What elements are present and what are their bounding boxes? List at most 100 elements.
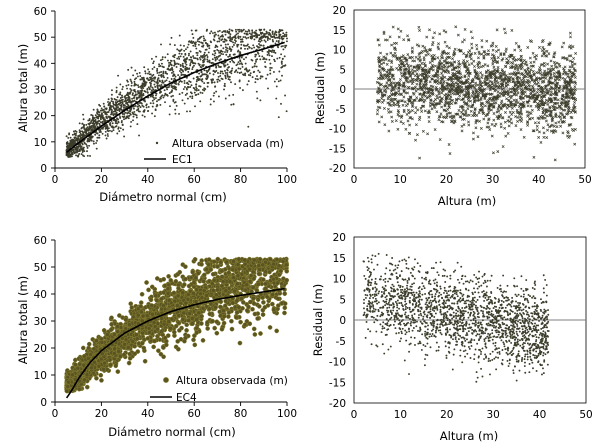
top-right-point	[387, 95, 391, 99]
top-left-point	[185, 48, 187, 51]
top-left-point	[280, 45, 283, 48]
top-left-point	[170, 95, 173, 98]
top-left-point	[109, 101, 111, 104]
top-left-point	[92, 120, 95, 123]
top-left-point	[75, 154, 78, 157]
top-left-point	[101, 120, 104, 123]
top-right-point	[508, 110, 512, 114]
top-left-point	[92, 108, 95, 111]
top-left-point	[107, 104, 110, 107]
top-left-point	[123, 106, 125, 109]
top-right-point	[470, 42, 474, 46]
top-left-point	[170, 84, 173, 86]
top-left-point	[129, 101, 132, 104]
top-left-point	[121, 88, 124, 91]
top-left-point	[181, 64, 184, 67]
top-left-point	[266, 39, 269, 41]
top-left-point	[83, 150, 86, 153]
top-left-point	[249, 35, 252, 38]
top-right-point	[435, 94, 439, 98]
top-left-point	[100, 114, 103, 117]
top-left-point	[155, 55, 158, 58]
top-left-point	[223, 84, 226, 87]
top-left-point	[105, 137, 108, 140]
top-left-point	[238, 72, 241, 74]
top-left-point	[281, 37, 283, 40]
top-left-point	[170, 64, 173, 67]
top-left-point	[183, 58, 186, 61]
top-left-point	[207, 51, 210, 54]
top-right-point	[535, 128, 539, 132]
top-right-point	[383, 123, 387, 127]
top-right-point	[467, 99, 471, 103]
top-left-point	[224, 69, 226, 72]
top-left-point	[281, 74, 283, 77]
top-left-point	[269, 66, 272, 69]
top-left-point	[217, 34, 220, 37]
top-left-point	[220, 50, 222, 53]
top-right-point	[522, 100, 526, 104]
top-right-point	[467, 74, 471, 78]
top-left-point	[189, 81, 192, 83]
top-right-point	[490, 92, 494, 96]
top-left-point	[237, 28, 239, 31]
top-left-point	[262, 33, 265, 35]
top-left-point	[201, 78, 204, 81]
top-left-point	[179, 80, 182, 82]
top-left-point	[246, 43, 249, 46]
top-right-x-axis-label: Altura (m)	[438, 194, 496, 208]
top-left-point	[276, 57, 279, 60]
top-left-point	[218, 29, 221, 32]
top-left-point	[283, 33, 286, 36]
top-left-point	[171, 94, 174, 97]
top-left-point	[121, 124, 124, 127]
top-left-point	[215, 56, 218, 59]
top-left-point	[94, 133, 97, 136]
top-left-point	[78, 148, 81, 151]
top-left-point	[115, 89, 118, 92]
top-left-point	[180, 80, 183, 83]
top-left-point	[286, 37, 288, 40]
top-left-point	[133, 84, 136, 87]
top-right-point	[474, 121, 478, 125]
top-right-point	[526, 45, 530, 49]
top-left-point	[191, 66, 194, 69]
top-right-residual-points	[375, 25, 578, 162]
top-right-point	[377, 77, 380, 81]
top-left-point	[196, 51, 199, 54]
top-left-point	[194, 62, 197, 65]
top-right-point	[415, 96, 419, 100]
top-left-point	[220, 77, 223, 80]
top-left-point	[88, 117, 91, 120]
top-left-point	[205, 73, 208, 76]
top-left-point	[217, 55, 220, 58]
top-left-point	[208, 72, 211, 75]
top-left-point	[258, 55, 261, 58]
top-right-point	[417, 25, 421, 29]
top-right-x-tick-label: 40	[532, 174, 545, 186]
top-right-point	[572, 56, 576, 60]
top-right-point	[523, 90, 527, 94]
top-right-point	[453, 92, 457, 96]
top-left-point	[137, 84, 139, 87]
top-left-point	[149, 84, 152, 87]
top-left-point	[116, 117, 118, 120]
top-left-point	[142, 80, 145, 83]
top-left-point	[224, 74, 227, 77]
top-right-point	[403, 100, 407, 104]
top-left-point	[209, 32, 212, 35]
top-left-point	[213, 50, 216, 52]
top-left-point	[119, 115, 121, 118]
top-left-point	[246, 83, 249, 86]
top-left-point	[172, 100, 175, 103]
top-left-point	[146, 91, 149, 94]
top-left-point	[161, 65, 164, 68]
top-left-point	[100, 107, 103, 110]
top-left-point	[129, 87, 132, 90]
top-right-point	[466, 107, 470, 111]
top-left-point	[115, 111, 118, 114]
top-left-point	[170, 91, 173, 93]
top-right-point	[491, 41, 495, 45]
top-left-point	[191, 97, 194, 100]
top-left-point	[150, 57, 153, 60]
